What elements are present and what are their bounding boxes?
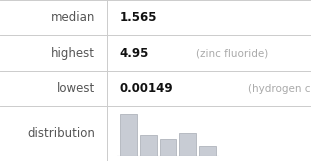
Text: distribution: distribution: [27, 127, 95, 140]
Bar: [179, 133, 196, 156]
Text: (hydrogen chloride): (hydrogen chloride): [248, 84, 311, 94]
Text: highest: highest: [51, 47, 95, 60]
Text: lowest: lowest: [57, 82, 95, 95]
Text: median: median: [50, 11, 95, 24]
Text: 1.565: 1.565: [120, 11, 157, 24]
Bar: [140, 135, 157, 156]
Bar: [160, 139, 176, 156]
Bar: [199, 146, 216, 156]
Text: 4.95: 4.95: [120, 47, 149, 60]
Text: (zinc fluoride): (zinc fluoride): [196, 48, 268, 58]
Text: 0.00149: 0.00149: [120, 82, 173, 95]
Bar: [120, 114, 137, 156]
